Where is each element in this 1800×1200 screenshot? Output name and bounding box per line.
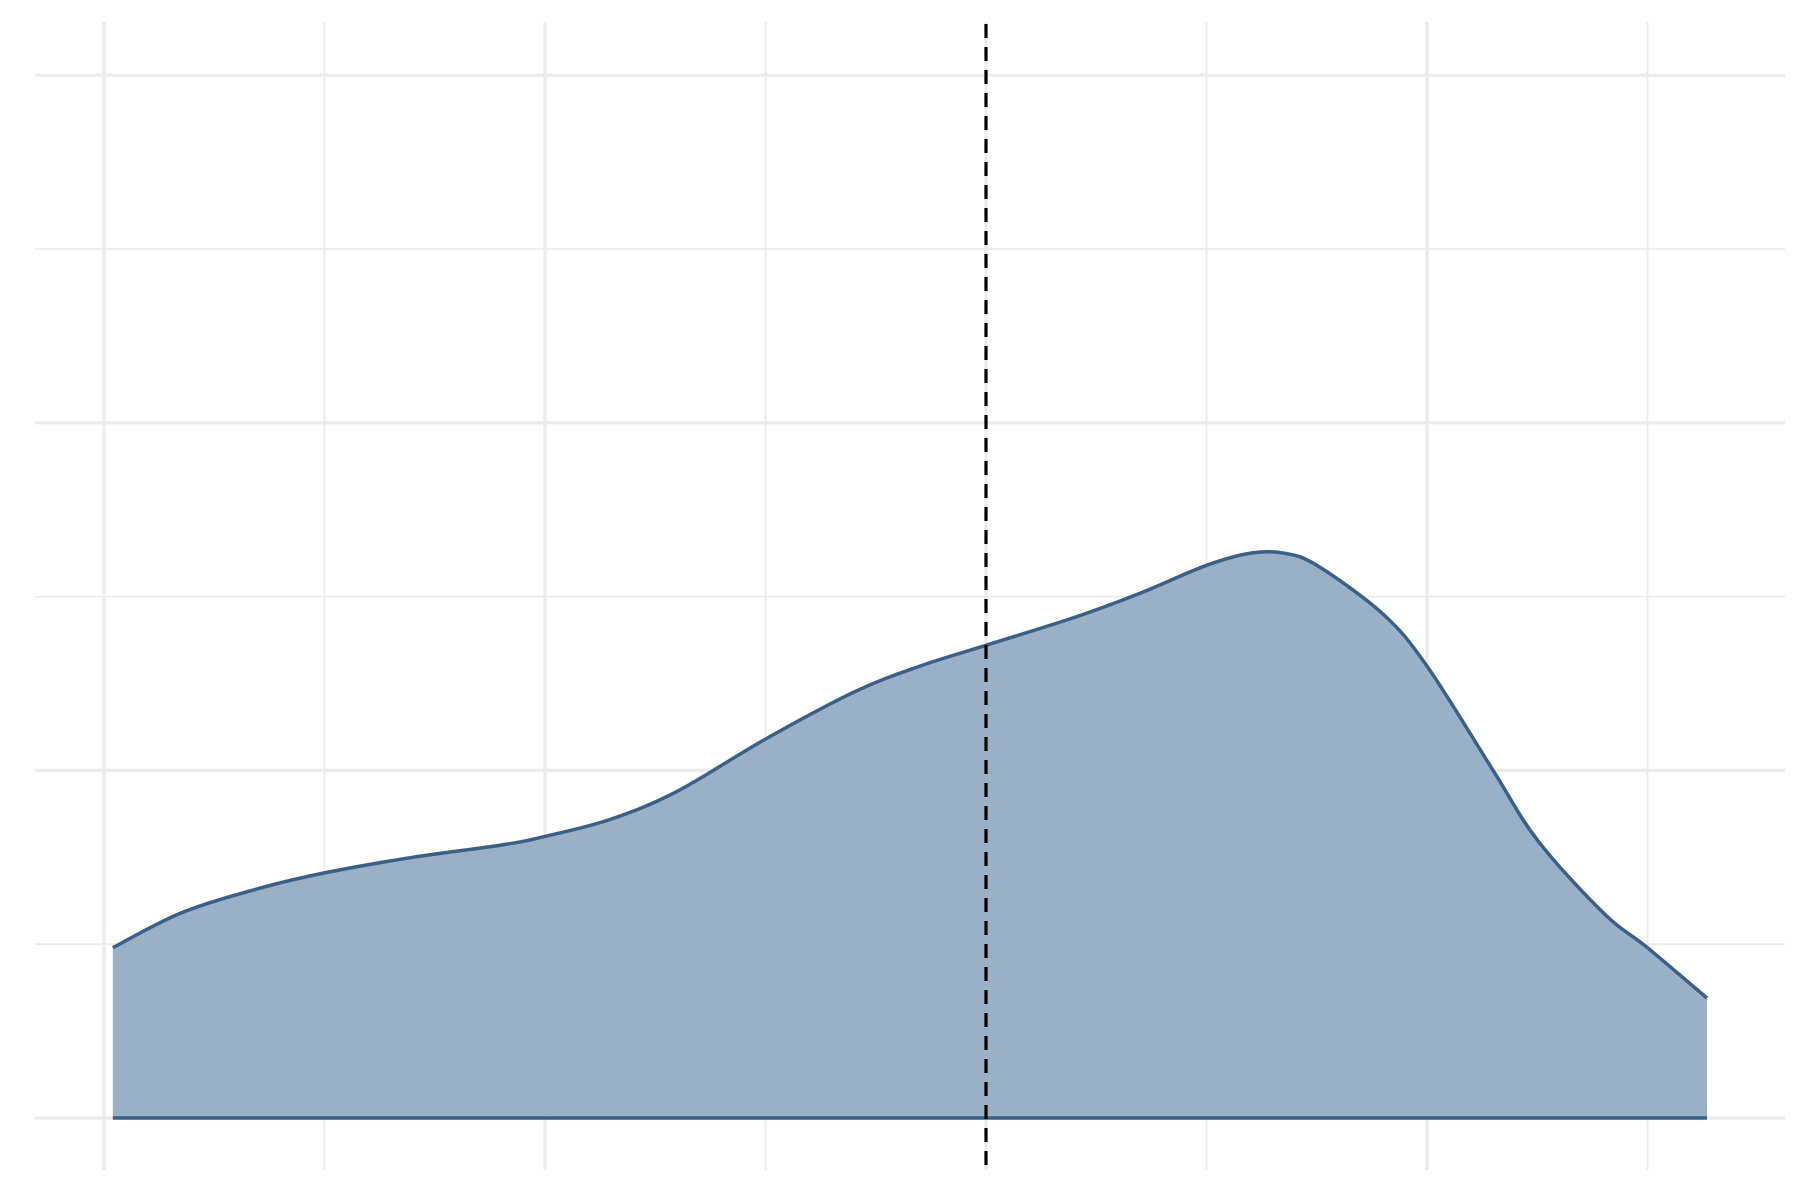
density-area (112, 551, 1708, 1118)
density-area-group (112, 549, 1709, 1120)
density-curve (112, 549, 1709, 1000)
